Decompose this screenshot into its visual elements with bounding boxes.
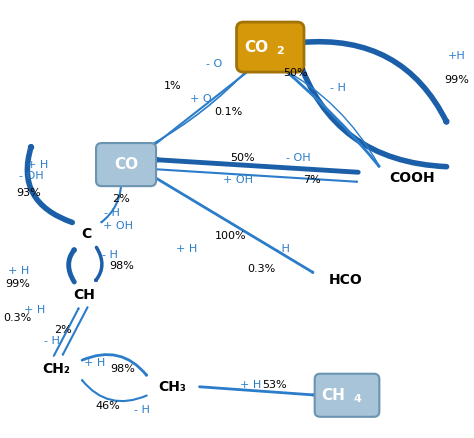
Text: 0.1%: 0.1% — [214, 107, 243, 117]
Text: 1%: 1% — [164, 81, 182, 91]
Text: CH: CH — [73, 288, 95, 302]
Text: +H: +H — [447, 51, 465, 61]
FancyBboxPatch shape — [96, 143, 156, 186]
Text: + H: + H — [9, 266, 30, 276]
Text: 100%: 100% — [215, 230, 246, 240]
Text: 93%: 93% — [16, 188, 41, 198]
Text: - H: - H — [274, 244, 290, 254]
Text: 2%: 2% — [55, 325, 72, 335]
Text: 0.3%: 0.3% — [247, 264, 275, 274]
Text: CH₃: CH₃ — [159, 380, 186, 394]
Text: C: C — [82, 227, 91, 241]
Text: - H: - H — [102, 250, 118, 260]
Text: 4: 4 — [353, 394, 361, 404]
Text: - H: - H — [330, 83, 346, 93]
Text: 99%: 99% — [5, 279, 30, 289]
FancyBboxPatch shape — [237, 22, 304, 72]
Text: CO: CO — [114, 157, 138, 172]
Text: - OH: - OH — [19, 171, 44, 181]
Text: + H: + H — [240, 380, 261, 390]
Text: 99%: 99% — [444, 75, 469, 85]
Text: 50%: 50% — [230, 153, 255, 163]
Text: 2: 2 — [277, 46, 284, 56]
Text: COOH: COOH — [389, 171, 435, 185]
Text: + H: + H — [27, 159, 48, 170]
Text: - H: - H — [104, 208, 120, 218]
Text: 46%: 46% — [95, 401, 120, 411]
Text: + H: + H — [24, 304, 45, 314]
Text: + OH: + OH — [223, 175, 253, 185]
FancyBboxPatch shape — [315, 374, 379, 417]
Text: - O: - O — [206, 60, 223, 70]
Text: 2%: 2% — [112, 194, 130, 205]
Text: + OH: + OH — [103, 221, 133, 231]
Text: CH: CH — [321, 388, 345, 403]
Text: 0.3%: 0.3% — [3, 313, 32, 323]
Text: CH₂: CH₂ — [42, 362, 70, 376]
Text: HCO: HCO — [328, 273, 362, 287]
Text: + H: + H — [84, 358, 106, 368]
Text: 98%: 98% — [110, 364, 135, 374]
Text: + O: + O — [190, 94, 211, 104]
Text: 50%: 50% — [283, 68, 308, 78]
Text: - H: - H — [44, 336, 60, 346]
Text: 98%: 98% — [109, 261, 134, 271]
Text: 7%: 7% — [303, 175, 321, 185]
Text: - OH: - OH — [286, 153, 310, 163]
Text: + H: + H — [176, 244, 197, 254]
Text: CO: CO — [244, 39, 268, 55]
Text: 53%: 53% — [263, 380, 287, 390]
Text: - H: - H — [135, 406, 150, 416]
